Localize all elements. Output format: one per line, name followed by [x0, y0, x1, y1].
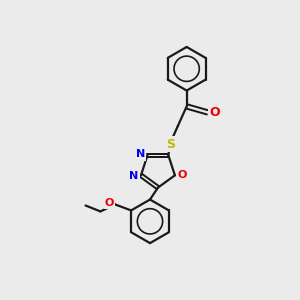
- Text: S: S: [166, 138, 175, 151]
- Text: N: N: [136, 149, 145, 159]
- Text: O: O: [105, 197, 114, 208]
- Text: O: O: [209, 106, 220, 119]
- Text: N: N: [129, 171, 139, 181]
- Text: O: O: [177, 170, 187, 180]
